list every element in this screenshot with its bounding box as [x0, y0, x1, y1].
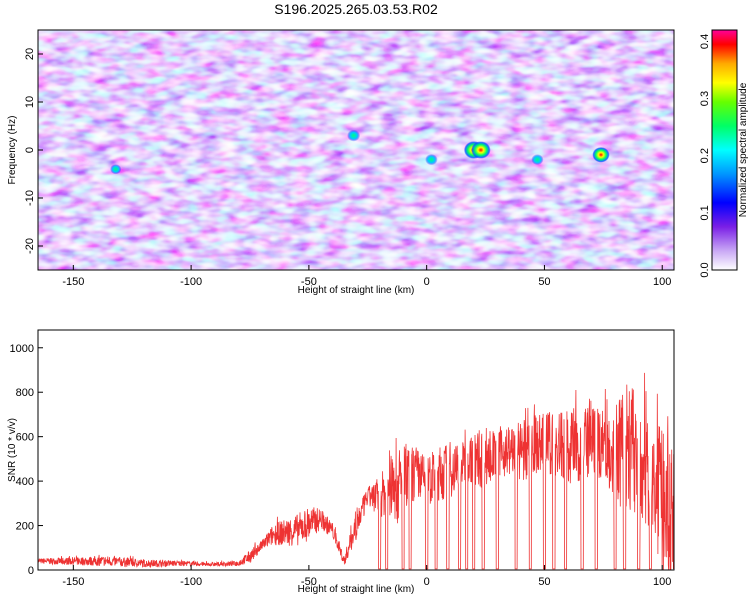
spectrogram-peak [347, 129, 361, 142]
snr-frame [37, 329, 675, 571]
snr-x-axis: -150 -100 -50 0 50 100 [62, 565, 671, 588]
snr-line [38, 372, 674, 570]
y-tick-label: 0 [28, 565, 34, 577]
x-tick-label: 0 [424, 576, 430, 588]
spectrogram-peak [592, 147, 610, 163]
spectrogram-peak [531, 154, 544, 166]
colorbar-label: Normalized spectral amplitude [738, 82, 749, 217]
colorbar-axis: 0.0 0.1 0.2 0.3 0.4 [699, 34, 711, 278]
colorbar: 0.0 0.1 0.2 0.3 0.4 Normalized spectral ampl… [699, 29, 749, 278]
x-tick-label: 100 [653, 576, 671, 588]
x-tick-label: -150 [62, 576, 84, 588]
colorbar-tick-label: 0.4 [699, 34, 711, 49]
x-tick-label: 50 [538, 576, 550, 588]
snr-y-axis: 0 200 400 600 800 1000 [10, 343, 43, 577]
snr-xlabel: Height of straight line (km) [298, 584, 415, 595]
y-tick-label: 800 [16, 387, 34, 399]
y-tick-label: -20 [24, 238, 36, 254]
snr-ylabel: SNR (10 * v/v) [7, 418, 18, 482]
x-tick-label: -50 [301, 576, 317, 588]
y-tick-label: 0 [24, 147, 36, 153]
colorbar-tick-label: 0.0 [699, 262, 711, 277]
y-tick-label: 1000 [10, 343, 34, 355]
colorbar-tick-label: 0.1 [699, 205, 711, 220]
y-tick-label: 600 [16, 432, 34, 444]
x-tick-label: 50 [538, 276, 550, 288]
spectrogram-xlabel: Height of straight line (km) [298, 285, 415, 296]
spectrogram-peaks [110, 129, 610, 175]
spectrogram-y-axis: -20 -10 0 10 20 [24, 48, 43, 254]
x-tick-label: 100 [653, 276, 671, 288]
x-tick-label: -150 [62, 276, 84, 288]
snr-series [38, 372, 674, 570]
spectrogram-peak [471, 141, 491, 159]
colorbar-tick-label: 0.2 [699, 148, 711, 163]
y-tick-label: 20 [24, 48, 36, 60]
x-tick-label: -50 [301, 276, 317, 288]
y-tick-label: 200 [16, 521, 34, 533]
x-tick-label: -100 [180, 576, 202, 588]
y-tick-label: 400 [16, 476, 34, 488]
spectrogram-ylabel: Frequency (Hz) [7, 116, 18, 185]
x-tick-label: 0 [424, 276, 430, 288]
snr-panel: -150 -100 -50 0 50 100 0 200 400 600 800 1000 Heig… [7, 329, 675, 595]
spectrogram-image [38, 30, 674, 270]
colorbar-tick-label: 0.3 [699, 91, 711, 106]
spectrogram-peak [110, 164, 122, 175]
colorbar-gradient [711, 29, 738, 271]
page-title: S196.2025.265.03.53.R02 [274, 1, 438, 17]
y-tick-label: -10 [24, 190, 36, 206]
y-tick-label: 10 [24, 96, 36, 108]
spectrogram-peak [425, 153, 438, 166]
spectrogram-x-axis: -150 -100 -50 0 50 100 [62, 265, 671, 288]
x-tick-label: -100 [180, 276, 202, 288]
